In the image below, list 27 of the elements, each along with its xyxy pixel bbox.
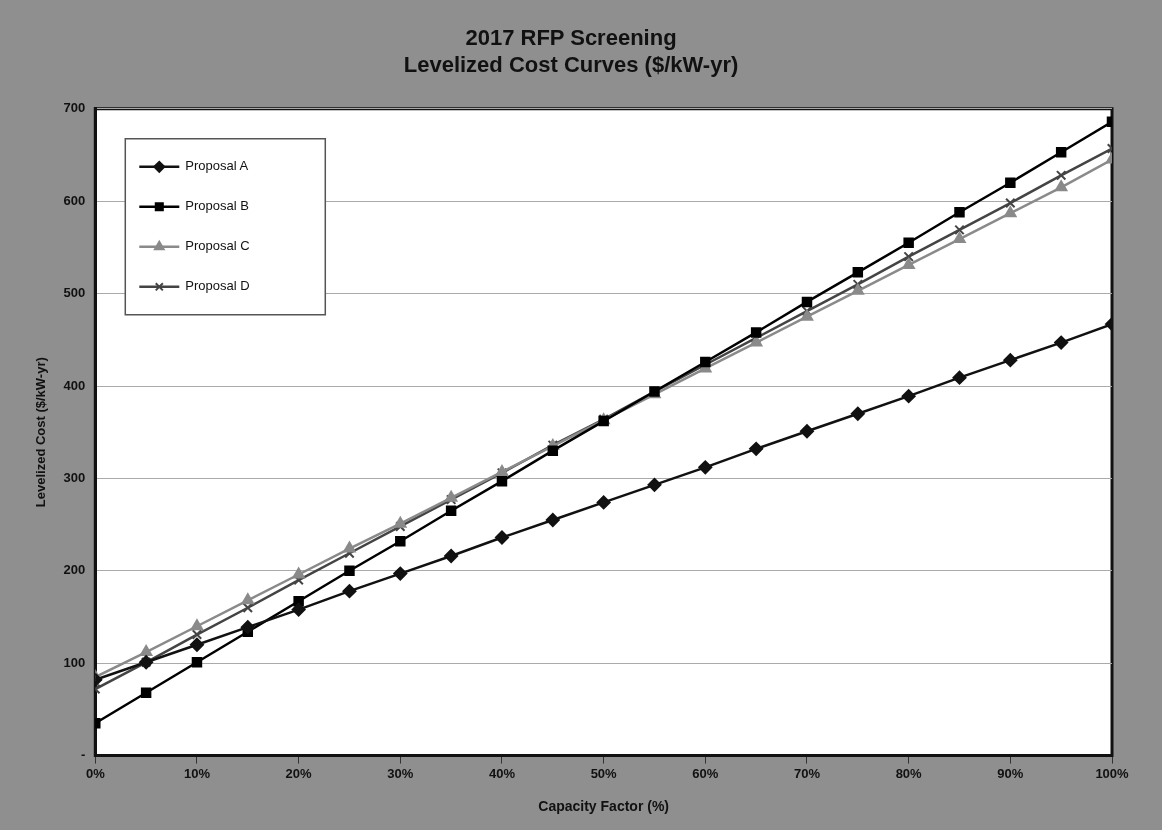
y-tick-label: 200 — [63, 562, 86, 578]
y-tick-label: 100 — [63, 654, 86, 670]
y-axis-title: Levelized Cost ($/kW-yr) — [33, 357, 49, 508]
y-tick-label: 300 — [63, 469, 86, 485]
x-tick-label: 100% — [1095, 765, 1130, 781]
legend-label: Proposal D — [185, 278, 250, 294]
x-tick-label: 70% — [793, 765, 821, 781]
text: Levelized Cost Curves ($/kW-yr) — [403, 51, 739, 77]
y-tick-label: 700 — [63, 100, 86, 116]
x-tick-label: 40% — [488, 765, 516, 781]
y-tick-label: 400 — [63, 377, 86, 393]
legend-label: Proposal C — [185, 238, 250, 254]
x-tick-label: 30% — [387, 765, 414, 781]
x-tick-label: 80% — [895, 765, 923, 781]
text: 2017 RFP Screening — [465, 25, 677, 51]
x-tick-label: 50% — [590, 765, 618, 781]
y-tick-label: - — [80, 747, 86, 763]
x-tick-label: 20% — [285, 765, 313, 781]
legend-label: Proposal A — [185, 158, 249, 174]
legend-label: Proposal B — [185, 198, 249, 214]
y-tick-label: 500 — [63, 285, 86, 301]
x-tick-label: 10% — [183, 765, 211, 781]
x-tick-label: 0% — [85, 765, 106, 781]
x-tick-label: 90% — [997, 765, 1024, 781]
x-tick-label: 60% — [692, 765, 719, 781]
x-axis-title: Capacity Factor (%) — [538, 798, 669, 815]
y-tick-label: 600 — [63, 192, 86, 208]
